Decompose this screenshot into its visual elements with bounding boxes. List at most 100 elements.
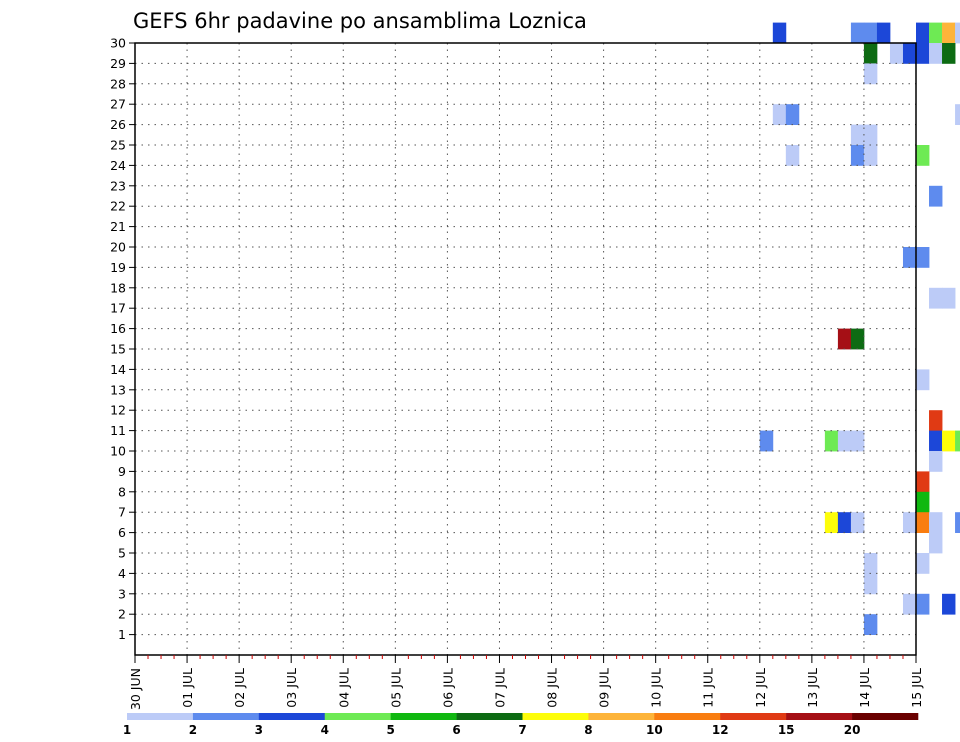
y-tick-label: 25	[110, 138, 126, 153]
x-tick-label: 08 JUL	[545, 668, 560, 708]
colorbar-label: 4	[321, 723, 329, 737]
heatmap-cells	[759, 22, 960, 635]
y-tick-label: 21	[110, 219, 126, 234]
heatmap-cell	[837, 430, 852, 452]
colorbar-swatch	[258, 713, 326, 720]
y-tick-label: 22	[110, 199, 126, 214]
colorbar-label: 6	[452, 723, 460, 737]
y-tick-label: 29	[110, 56, 126, 71]
y-tick-label: 1	[118, 627, 126, 642]
heatmap-cell	[863, 145, 878, 166]
y-tick-label: 24	[110, 158, 126, 173]
heatmap-cell	[942, 287, 956, 309]
heatmap-cell	[916, 593, 930, 615]
heatmap-cell	[916, 22, 930, 44]
grid-lines	[135, 43, 916, 655]
heatmap-cell	[929, 410, 943, 431]
colorbar-label: 12	[712, 723, 729, 737]
colorbar-label: 15	[778, 723, 795, 737]
colorbar-swatch	[720, 713, 787, 720]
heatmap-cell	[863, 573, 878, 595]
heatmap-cell	[955, 104, 960, 125]
heatmap-cell	[850, 512, 865, 533]
heatmap-cell	[902, 43, 917, 64]
colorbar-label: 20	[844, 723, 861, 737]
colorbar-swatch	[324, 713, 391, 720]
x-tick-label: 06 JUL	[440, 668, 455, 708]
colorbar-label: 10	[646, 723, 663, 737]
heatmap-cell	[916, 471, 930, 493]
axes: 1234567891011121314151617181920212223242…	[110, 36, 924, 711]
heatmap-cell	[759, 430, 774, 452]
chart-title: GEFS 6hr padavine po ansamblima Loznica	[133, 9, 587, 33]
y-tick-label: 19	[110, 260, 126, 275]
y-tick-label: 4	[118, 566, 126, 581]
x-tick-label: 14 JUL	[857, 668, 872, 708]
x-tick-label: 04 JUL	[336, 668, 351, 708]
heatmap-cell	[785, 104, 800, 125]
heatmap-cell	[850, 145, 865, 166]
heatmap-cell	[850, 430, 865, 452]
colorbar-label: 3	[255, 723, 263, 737]
colorbar-swatch	[654, 713, 721, 720]
y-tick-label: 8	[118, 484, 126, 499]
y-tick-label: 6	[118, 525, 126, 540]
heatmap-cell	[929, 185, 943, 207]
y-tick-label: 18	[110, 280, 126, 295]
heatmap-cell	[942, 22, 956, 44]
heatmap-cell	[824, 512, 839, 533]
heatmap-cell	[889, 43, 904, 64]
y-tick-label: 26	[110, 117, 126, 132]
heatmap-cell	[876, 22, 891, 44]
heatmap-cell	[850, 124, 865, 146]
y-tick-label: 27	[110, 97, 126, 112]
x-tick-label: 07 JUL	[492, 668, 507, 708]
x-tick-label: 02 JUL	[232, 668, 247, 708]
colorbar-label: 2	[189, 723, 197, 737]
heatmap-cell	[955, 430, 960, 452]
heatmap-cell	[863, 614, 878, 635]
colorbar-swatch	[456, 713, 523, 720]
heatmap-cell	[902, 512, 917, 533]
colorbar-label: 8	[584, 723, 592, 737]
x-tick-label: 05 JUL	[388, 668, 403, 708]
heatmap-cell	[929, 512, 943, 533]
y-tick-label: 11	[110, 423, 126, 438]
heatmap-cell	[929, 22, 943, 44]
y-tick-label: 28	[110, 76, 126, 91]
y-tick-label: 12	[110, 403, 126, 418]
heatmap-cell	[929, 451, 943, 472]
y-tick-label: 13	[110, 382, 126, 397]
heatmap-cell	[863, 553, 878, 574]
heatmap-cell	[863, 22, 878, 44]
heatmap-cell	[850, 328, 865, 350]
x-tick-label: 13 JUL	[805, 668, 820, 708]
colorbar-label: 5	[386, 723, 394, 737]
y-tick-label: 14	[110, 362, 126, 377]
heatmap-cell	[837, 512, 852, 533]
colorbar-swatch	[786, 713, 853, 720]
colorbar-swatch	[127, 713, 194, 720]
heatmap-cell	[772, 104, 787, 125]
heatmap-cell	[916, 145, 930, 166]
x-tick-label: 12 JUL	[753, 668, 768, 708]
heatmap-cell	[772, 22, 787, 44]
heatmap-cell	[955, 22, 960, 44]
x-tick-label: 11 JUL	[701, 668, 716, 708]
heatmap-cell	[955, 512, 960, 533]
heatmap-cell	[942, 593, 956, 615]
y-tick-label: 17	[110, 301, 126, 316]
colorbar-swatch	[192, 713, 260, 720]
colorbar-swatch	[522, 713, 589, 720]
heatmap-cell	[863, 43, 878, 64]
heatmap-cell	[916, 553, 930, 574]
heatmap-cell	[902, 247, 917, 268]
heatmap-cell	[942, 430, 956, 452]
y-tick-label: 15	[110, 342, 126, 357]
y-tick-label: 20	[110, 240, 126, 255]
heatmap-cell	[863, 63, 878, 85]
colorbar-swatch	[588, 713, 655, 720]
heatmap-cell	[916, 369, 930, 391]
heatmap-cell	[824, 430, 839, 452]
x-tick-label: 03 JUL	[284, 668, 299, 708]
